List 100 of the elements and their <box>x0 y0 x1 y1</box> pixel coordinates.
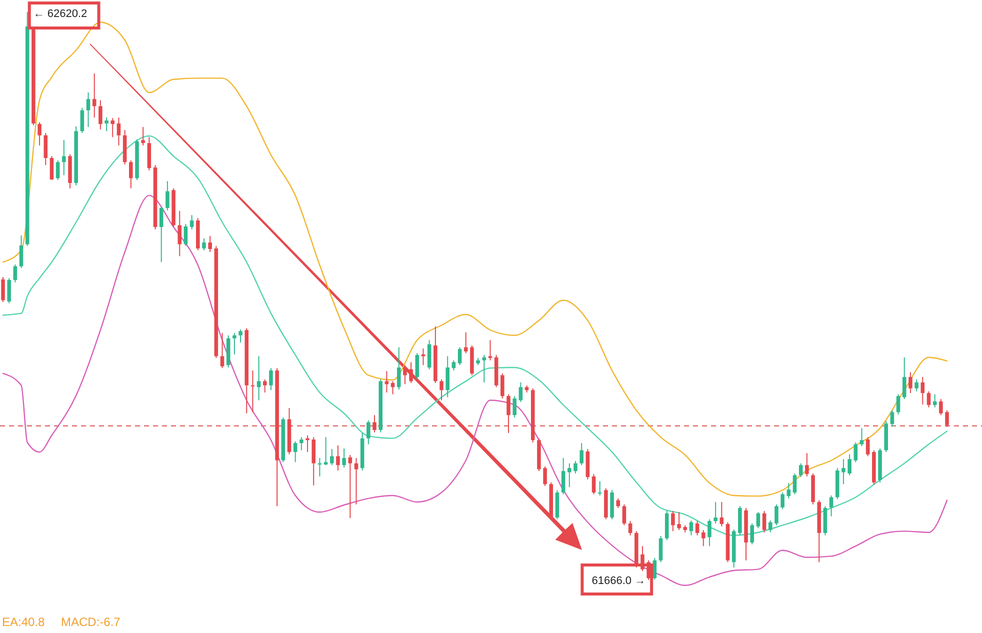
candlestick <box>446 356 450 398</box>
text: EA:40.8 <box>2 615 46 629</box>
candlestick <box>798 462 803 478</box>
candlestick <box>7 278 11 304</box>
candlestick <box>750 522 754 545</box>
candlestick <box>774 504 778 526</box>
candlestick <box>762 510 766 533</box>
candlestick <box>220 332 224 369</box>
candlestick <box>324 436 328 466</box>
candlestick <box>561 457 566 495</box>
candlestick <box>312 436 316 486</box>
candlestick <box>512 396 516 418</box>
candlestick <box>848 454 852 476</box>
candlestick <box>396 346 401 390</box>
candlestick <box>464 332 468 354</box>
candlestick <box>300 436 304 451</box>
candlestick <box>500 372 504 399</box>
candlestick <box>190 214 194 230</box>
candlestick <box>658 535 663 563</box>
candlestick <box>440 378 444 401</box>
candlestick <box>628 520 632 536</box>
candlestick <box>926 390 931 408</box>
candlestick <box>805 452 809 477</box>
candlestick <box>110 118 115 138</box>
candlestick <box>574 460 578 474</box>
candlestick <box>202 238 206 251</box>
candlestick <box>86 92 90 128</box>
candlestick <box>141 126 145 146</box>
candlestick <box>677 512 681 530</box>
candlestick <box>896 394 900 416</box>
candlestick <box>80 107 84 134</box>
candlestick <box>829 494 834 517</box>
candlestick <box>166 180 170 211</box>
candlestick <box>184 224 188 247</box>
candlestick <box>38 122 42 146</box>
candlestick <box>92 72 96 118</box>
candlestick <box>939 398 943 416</box>
candlestick <box>908 372 912 394</box>
candlestick <box>482 354 486 383</box>
candlestick <box>44 132 48 166</box>
candlestick <box>842 458 846 485</box>
candlestick <box>914 378 918 392</box>
candlestick <box>348 454 352 519</box>
candlestick <box>518 382 523 403</box>
candlestick <box>159 206 164 263</box>
candlestick <box>671 510 675 532</box>
candlestick <box>580 442 584 466</box>
candlestick <box>452 360 456 371</box>
candlestick <box>568 462 572 488</box>
candlestick <box>427 340 432 370</box>
candlestick <box>1 276 5 303</box>
candlestick <box>342 448 346 468</box>
candlestick <box>860 428 864 447</box>
candlestick <box>262 378 267 393</box>
candlestick <box>780 492 784 510</box>
candlestick <box>98 100 102 130</box>
candlestick <box>129 160 133 189</box>
annotation: ← 62620.2 <box>33 8 88 20</box>
candlestick <box>786 482 791 499</box>
candlestick <box>208 235 212 253</box>
candlestick <box>62 140 66 176</box>
candlestick <box>708 518 712 547</box>
candlestick <box>403 364 407 385</box>
candlestick <box>232 332 236 355</box>
candlestick <box>854 442 858 463</box>
candlestick <box>354 457 358 505</box>
candlestick <box>598 480 602 496</box>
candlestick <box>409 362 413 384</box>
candlestick <box>178 210 182 257</box>
candlestick <box>543 466 547 486</box>
candlestick <box>902 356 906 400</box>
candlestick <box>695 520 700 536</box>
candlestick <box>616 498 620 508</box>
candlestick <box>104 116 108 132</box>
candlestick <box>56 160 60 180</box>
candlestick <box>792 472 797 495</box>
candlestick <box>622 504 626 526</box>
candlestick <box>336 444 340 471</box>
candlestick <box>330 448 334 466</box>
candlestick <box>714 502 718 524</box>
candlestick <box>488 340 492 361</box>
candlestick <box>269 368 273 391</box>
candlestick <box>384 370 389 393</box>
candlestick <box>932 394 937 408</box>
candlestick <box>13 264 18 283</box>
candlestick <box>116 116 121 146</box>
candlestick <box>592 474 596 495</box>
candlestick <box>890 410 894 427</box>
candlestick <box>250 370 255 413</box>
candlestick <box>652 557 657 580</box>
candlestick <box>415 352 420 380</box>
candlestick <box>50 156 54 180</box>
candlestick <box>256 356 261 401</box>
candlestick <box>920 376 925 405</box>
candlestick <box>293 440 298 463</box>
candlestick <box>756 512 760 529</box>
candlestick <box>458 346 462 366</box>
candlestick <box>720 502 724 527</box>
candlestick <box>768 520 772 533</box>
annotation: 61666.0 → <box>592 575 646 587</box>
